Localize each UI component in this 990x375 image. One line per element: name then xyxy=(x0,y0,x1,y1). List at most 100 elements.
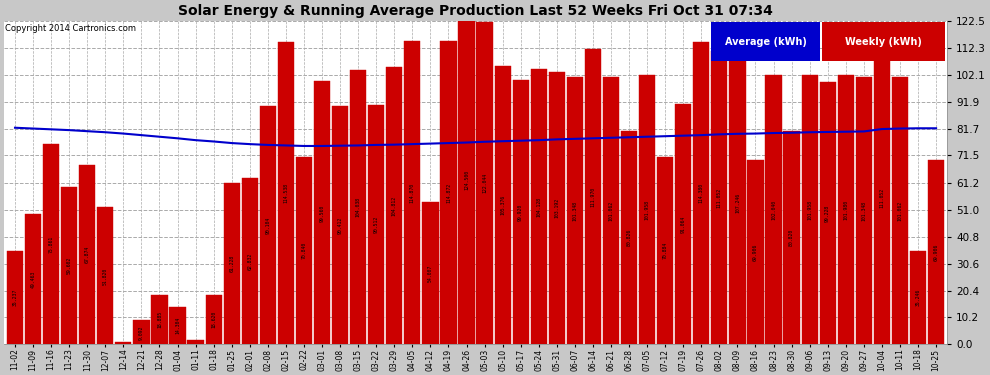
Bar xyxy=(621,131,638,344)
Text: 49.463: 49.463 xyxy=(31,270,36,288)
Text: 61.228: 61.228 xyxy=(230,255,235,272)
Bar xyxy=(151,294,167,344)
Text: 114.380: 114.380 xyxy=(699,183,704,203)
Bar xyxy=(423,202,439,344)
Text: 103.192: 103.192 xyxy=(554,198,559,218)
Bar xyxy=(97,207,114,344)
Bar xyxy=(259,106,276,344)
Bar xyxy=(79,165,95,344)
Bar xyxy=(296,157,312,344)
FancyBboxPatch shape xyxy=(711,22,820,61)
Text: 90.412: 90.412 xyxy=(338,216,343,234)
Bar xyxy=(855,76,872,344)
Bar xyxy=(585,48,601,344)
Bar xyxy=(711,51,728,344)
Text: 80.820: 80.820 xyxy=(789,229,794,246)
Text: 104.128: 104.128 xyxy=(537,197,542,217)
Text: 70.884: 70.884 xyxy=(662,242,667,260)
Bar xyxy=(802,75,818,344)
Text: 70.840: 70.840 xyxy=(302,242,307,260)
Text: 91.064: 91.064 xyxy=(681,216,686,233)
Bar xyxy=(332,105,348,344)
Text: 67.874: 67.874 xyxy=(85,246,90,263)
Bar xyxy=(368,105,384,344)
Bar xyxy=(531,69,546,344)
Text: 111.970: 111.970 xyxy=(590,186,595,207)
Bar xyxy=(224,183,240,344)
Text: 35.246: 35.246 xyxy=(916,289,921,306)
Bar xyxy=(134,320,149,344)
Text: 101.062: 101.062 xyxy=(609,201,614,221)
Text: 80.826: 80.826 xyxy=(627,229,632,246)
Bar xyxy=(765,75,782,344)
Title: Solar Energy & Running Average Production Last 52 Weeks Fri Oct 31 07:34: Solar Energy & Running Average Productio… xyxy=(178,4,773,18)
Bar xyxy=(747,160,763,344)
Text: 69.906: 69.906 xyxy=(753,243,758,261)
Text: 105.376: 105.376 xyxy=(500,195,505,215)
Bar xyxy=(206,295,222,344)
Text: 18.885: 18.885 xyxy=(157,311,162,328)
Bar xyxy=(548,72,565,344)
Bar xyxy=(458,15,474,344)
Text: 104.812: 104.812 xyxy=(392,196,397,216)
Bar xyxy=(404,41,421,344)
Bar xyxy=(657,157,673,344)
Text: 99.920: 99.920 xyxy=(518,204,523,221)
Bar xyxy=(314,81,330,344)
Bar xyxy=(242,178,258,344)
Text: 90.104: 90.104 xyxy=(265,217,270,234)
Text: 62.832: 62.832 xyxy=(248,253,252,270)
Bar xyxy=(820,82,836,344)
Bar xyxy=(169,307,186,344)
Text: 101.348: 101.348 xyxy=(572,201,577,220)
Bar xyxy=(910,251,927,344)
Text: 114.538: 114.538 xyxy=(283,183,288,203)
Text: 9.092: 9.092 xyxy=(139,325,144,340)
Bar xyxy=(838,75,854,344)
Text: 101.958: 101.958 xyxy=(644,200,649,220)
Text: 114.870: 114.870 xyxy=(410,183,415,203)
Text: 75.861: 75.861 xyxy=(49,236,53,253)
Bar xyxy=(783,131,800,344)
Bar xyxy=(187,340,204,344)
Bar xyxy=(513,80,529,344)
Bar xyxy=(874,51,890,344)
Text: Weekly (kWh): Weekly (kWh) xyxy=(845,37,923,47)
Bar xyxy=(495,66,511,344)
Bar xyxy=(386,68,402,344)
Text: 90.512: 90.512 xyxy=(373,216,379,234)
Text: 99.560: 99.560 xyxy=(320,204,325,222)
Bar xyxy=(25,214,42,344)
Bar xyxy=(603,77,619,344)
Text: 102.040: 102.040 xyxy=(771,200,776,220)
Bar xyxy=(7,251,23,344)
Text: 114.872: 114.872 xyxy=(446,183,451,203)
Bar xyxy=(566,76,583,344)
Text: 51.820: 51.820 xyxy=(103,267,108,285)
Text: Copyright 2014 Cartronics.com: Copyright 2014 Cartronics.com xyxy=(5,24,136,33)
Text: 35.237: 35.237 xyxy=(13,289,18,306)
Text: 111.052: 111.052 xyxy=(879,188,884,208)
Text: 69.906: 69.906 xyxy=(934,243,939,261)
Text: 104.038: 104.038 xyxy=(355,197,360,217)
Bar xyxy=(278,42,294,344)
Text: 122.044: 122.044 xyxy=(482,173,487,193)
Bar xyxy=(476,22,493,344)
Text: 101.958: 101.958 xyxy=(807,200,812,220)
Text: 111.052: 111.052 xyxy=(717,188,722,208)
Bar xyxy=(43,144,59,344)
Text: 59.602: 59.602 xyxy=(66,257,71,274)
Bar xyxy=(350,69,366,344)
Bar xyxy=(730,61,745,344)
Text: 18.620: 18.620 xyxy=(211,311,216,328)
Text: 101.062: 101.062 xyxy=(898,201,903,221)
Bar xyxy=(115,342,132,344)
Bar xyxy=(892,77,908,344)
Bar xyxy=(441,41,456,344)
Text: 99.228: 99.228 xyxy=(826,205,831,222)
Bar xyxy=(675,104,691,344)
Text: 14.304: 14.304 xyxy=(175,317,180,334)
Bar xyxy=(639,75,655,344)
Text: 124.500: 124.500 xyxy=(464,170,469,190)
Bar xyxy=(61,187,77,344)
